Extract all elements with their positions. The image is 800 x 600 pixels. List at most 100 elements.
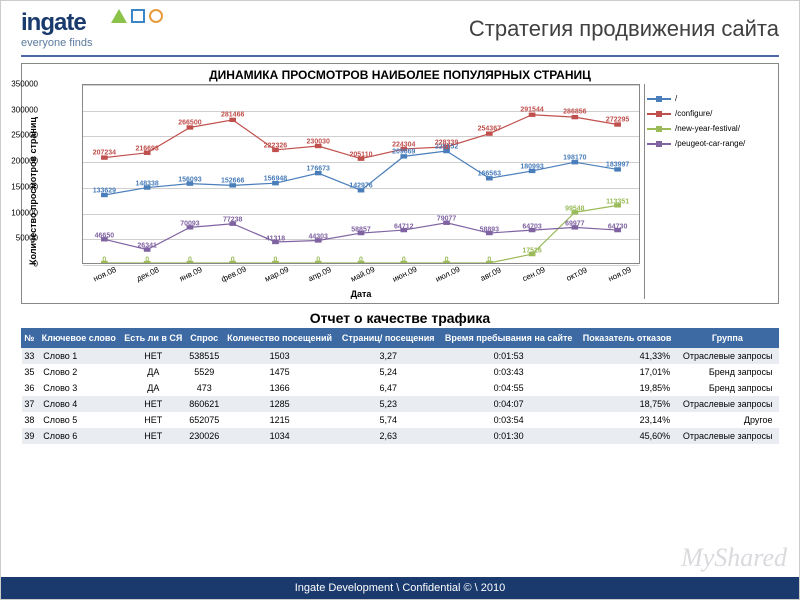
chart-y-tick: 50000 [0, 234, 38, 243]
chart-y-tick: 350000 [0, 80, 38, 89]
table-cell: 38 [22, 412, 38, 428]
table-cell: 45,60% [578, 428, 676, 444]
table-cell: 33 [22, 348, 38, 365]
triangle-icon [111, 9, 127, 23]
table-row: 39Слово 6НЕТ23002610342,630:01:3045,60%О… [22, 428, 779, 444]
table-cell: ДА [120, 380, 186, 396]
chart-point-label: 205110 [350, 151, 373, 158]
chart-point-label: 291544 [520, 107, 543, 114]
table-cell: Слово 3 [37, 380, 120, 396]
legend-swatch [647, 113, 671, 115]
legend-label: /new-year-festival/ [675, 124, 740, 133]
table-cell: 17,01% [578, 364, 676, 380]
chart-point-label: 198170 [563, 155, 586, 162]
table-cell: 18,75% [578, 396, 676, 412]
chart-point-label: 79077 [437, 216, 456, 223]
legend-item: /new-year-festival/ [647, 124, 772, 133]
chart-point-label: 26341 [137, 243, 156, 250]
table-cell: Слово 5 [37, 412, 120, 428]
chart-title: ДИНАМИКА ПРОСМОТРОВ НАИБОЛЕЕ ПОПУЛЯРНЫХ … [26, 68, 774, 82]
chart-point-label: 176673 [307, 166, 330, 173]
table-cell: 19,85% [578, 380, 676, 396]
chart-point-label: 180993 [520, 164, 543, 171]
table-cell: Бренд запросы [676, 380, 778, 396]
table-cell: ДА [120, 364, 186, 380]
table-cell: 2,63 [337, 428, 439, 444]
chart-point-label: 64730 [608, 223, 627, 230]
chart-point-label: 281466 [221, 112, 244, 119]
chart-point-label: 64703 [522, 223, 541, 230]
square-icon [131, 9, 145, 23]
table-cell: 538515 [186, 348, 222, 365]
table-header-cell: Показатель отказов [578, 329, 676, 348]
chart-point-label: 230030 [307, 138, 330, 145]
table-header-cell: Время пребывания на сайте [439, 329, 578, 348]
chart-y-tick: 150000 [0, 182, 38, 191]
brand-shapes [111, 9, 163, 23]
table-cell: 1034 [222, 428, 337, 444]
table-cell: 1215 [222, 412, 337, 428]
chart-point-label: 148338 [135, 180, 158, 187]
table-cell: 0:03:54 [439, 412, 578, 428]
chart-point-label: 209669 [392, 149, 415, 156]
table-cell: 1285 [222, 396, 337, 412]
table-header-row: №Ключевое словоЕсть ли в СЯСпросКоличест… [22, 329, 779, 348]
table-cell: Слово 4 [37, 396, 120, 412]
report-title: Отчет о качестве трафика [1, 310, 799, 326]
chart-point-label: 183997 [606, 162, 629, 169]
table-cell: Слово 2 [37, 364, 120, 380]
table-cell: Отраслевые запросы [676, 348, 778, 365]
table-cell: 0:01:53 [439, 348, 578, 365]
table-cell: Другое [676, 412, 778, 428]
table-cell: 37 [22, 396, 38, 412]
circle-icon [149, 9, 163, 23]
table-cell: 1503 [222, 348, 337, 365]
table-cell: НЕТ [120, 412, 186, 428]
legend-item: / [647, 94, 772, 103]
chart-y-tick: 200000 [0, 157, 38, 166]
table-cell: НЕТ [120, 396, 186, 412]
chart-y-tick: 300000 [0, 105, 38, 114]
table-row: 38Слово 5НЕТ65207512155,740:03:5423,14%Д… [22, 412, 779, 428]
chart-point-label: 41318 [266, 235, 285, 242]
table-cell: 0:04:07 [439, 396, 578, 412]
legend-item: /peugeot-car-range/ [647, 139, 772, 148]
legend-label: /configure/ [675, 109, 712, 118]
legend-label: /peugeot-car-range/ [675, 139, 745, 148]
table-cell: 0:03:43 [439, 364, 578, 380]
table-cell: 0:01:30 [439, 428, 578, 444]
table-cell: НЕТ [120, 348, 186, 365]
chart-point-label: 216693 [135, 145, 158, 152]
table-cell: Слово 6 [37, 428, 120, 444]
brand-tagline: everyone finds [21, 37, 93, 49]
table-cell: 41,33% [578, 348, 676, 365]
chart-point-label: 228339 [435, 139, 458, 146]
table-cell: 39 [22, 428, 38, 444]
chart-y-tick: 250000 [0, 131, 38, 140]
traffic-quality-table: №Ключевое словоЕсть ли в СЯСпросКоличест… [21, 328, 779, 444]
brand-logo: ingate everyone finds [21, 9, 93, 49]
table-cell: 652075 [186, 412, 222, 428]
legend-swatch [647, 143, 671, 145]
chart-point-label: 17516 [522, 248, 541, 255]
chart-point-label: 254367 [478, 126, 501, 133]
table-cell: 35 [22, 364, 38, 380]
table-cell: 6,47 [337, 380, 439, 396]
chart-point-label: 44303 [308, 234, 327, 241]
table-cell: 5,74 [337, 412, 439, 428]
footer-text: Ingate Development \ Confidential © \ 20… [295, 582, 506, 594]
table-header-cell: Ключевое слово [37, 329, 120, 348]
chart-point-label: 224304 [392, 141, 415, 148]
chart-point-label: 77238 [223, 217, 242, 224]
header-divider [21, 55, 779, 57]
chart-point-label: 113351 [606, 198, 629, 205]
table-row: 35Слово 2ДА552914755,240:03:4317,01%Брен… [22, 364, 779, 380]
table-row: 33Слово 1НЕТ53851515033,270:01:5341,33%О… [22, 348, 779, 365]
chart-point-label: 222326 [264, 142, 287, 149]
brand-name: ingate [21, 9, 93, 37]
watermark: MyShared [681, 543, 787, 573]
chart-point-label: 99548 [565, 205, 584, 212]
chart-legend: / /configure/ /new-year-festival/ /peugeot-… [644, 84, 774, 299]
table-cell: 5529 [186, 364, 222, 380]
table-row: 36Слово 3ДА47313666,470:04:5519,85%Бренд… [22, 380, 779, 396]
